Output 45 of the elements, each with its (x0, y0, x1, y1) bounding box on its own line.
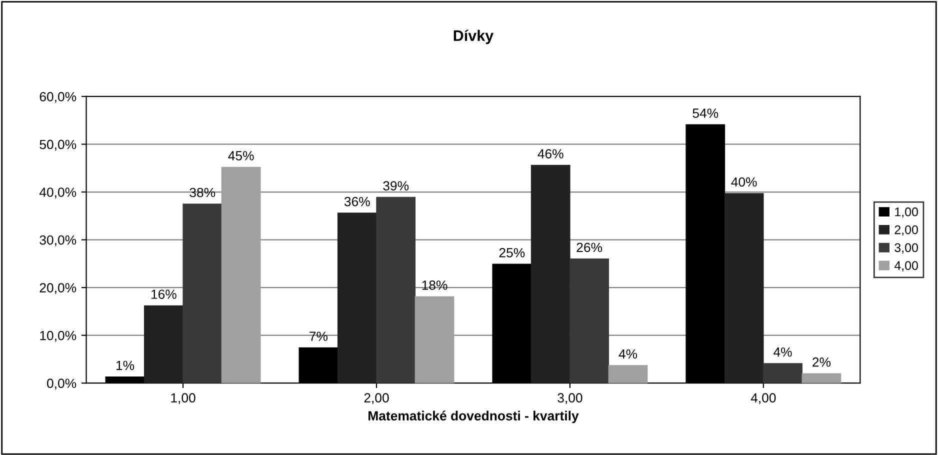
bar (414, 296, 454, 384)
bar (376, 196, 416, 384)
bar (724, 193, 764, 384)
data-label: 2% (812, 357, 831, 367)
data-label: 39% (383, 181, 409, 190)
bar (802, 373, 842, 384)
y-tick-label: 30,0% (40, 235, 76, 246)
data-label: 45% (228, 151, 254, 160)
x-axis-title: Matematické dovednosti - kvartily (368, 410, 579, 424)
bar (570, 258, 609, 384)
data-label: 1% (116, 360, 134, 370)
chart-title: Dívky (454, 30, 494, 44)
legend-label: 3,00 (894, 243, 918, 254)
bar (608, 365, 648, 384)
bar (144, 305, 184, 384)
legend-label: 4,00 (894, 261, 918, 272)
bar (221, 166, 261, 384)
x-tick-label: 3,00 (558, 393, 582, 404)
data-label: 38% (190, 188, 216, 198)
y-tick-label: 60,0% (40, 92, 76, 103)
data-label: 54% (692, 108, 718, 118)
y-tick-label: 40,0% (39, 188, 76, 198)
y-tick-label: 0,0% (47, 378, 76, 390)
bar (530, 164, 570, 384)
data-label: 26% (576, 242, 602, 252)
data-label: 4% (774, 347, 792, 357)
y-tick-label: 20,0% (40, 283, 76, 294)
data-label: 7% (310, 332, 328, 341)
data-label: 18% (422, 280, 448, 290)
legend-label: 2,00 (894, 225, 918, 236)
bar (182, 204, 222, 384)
data-label: 16% (151, 290, 176, 299)
bar (763, 363, 802, 384)
bar (337, 212, 377, 384)
data-label: 40% (731, 177, 757, 187)
data-label: 46% (538, 149, 564, 158)
y-tick-label: 10,0% (40, 330, 76, 342)
x-tick-label: 2,00 (364, 393, 389, 404)
data-label: 36% (344, 196, 370, 206)
data-label: 25% (499, 248, 525, 258)
data-label: 4% (618, 349, 638, 359)
x-tick-label: 4,00 (750, 393, 776, 404)
x-tick-label: 1,00 (171, 393, 196, 404)
y-tick-label: 50,0% (40, 140, 76, 151)
legend-label: 1,00 (895, 207, 918, 218)
